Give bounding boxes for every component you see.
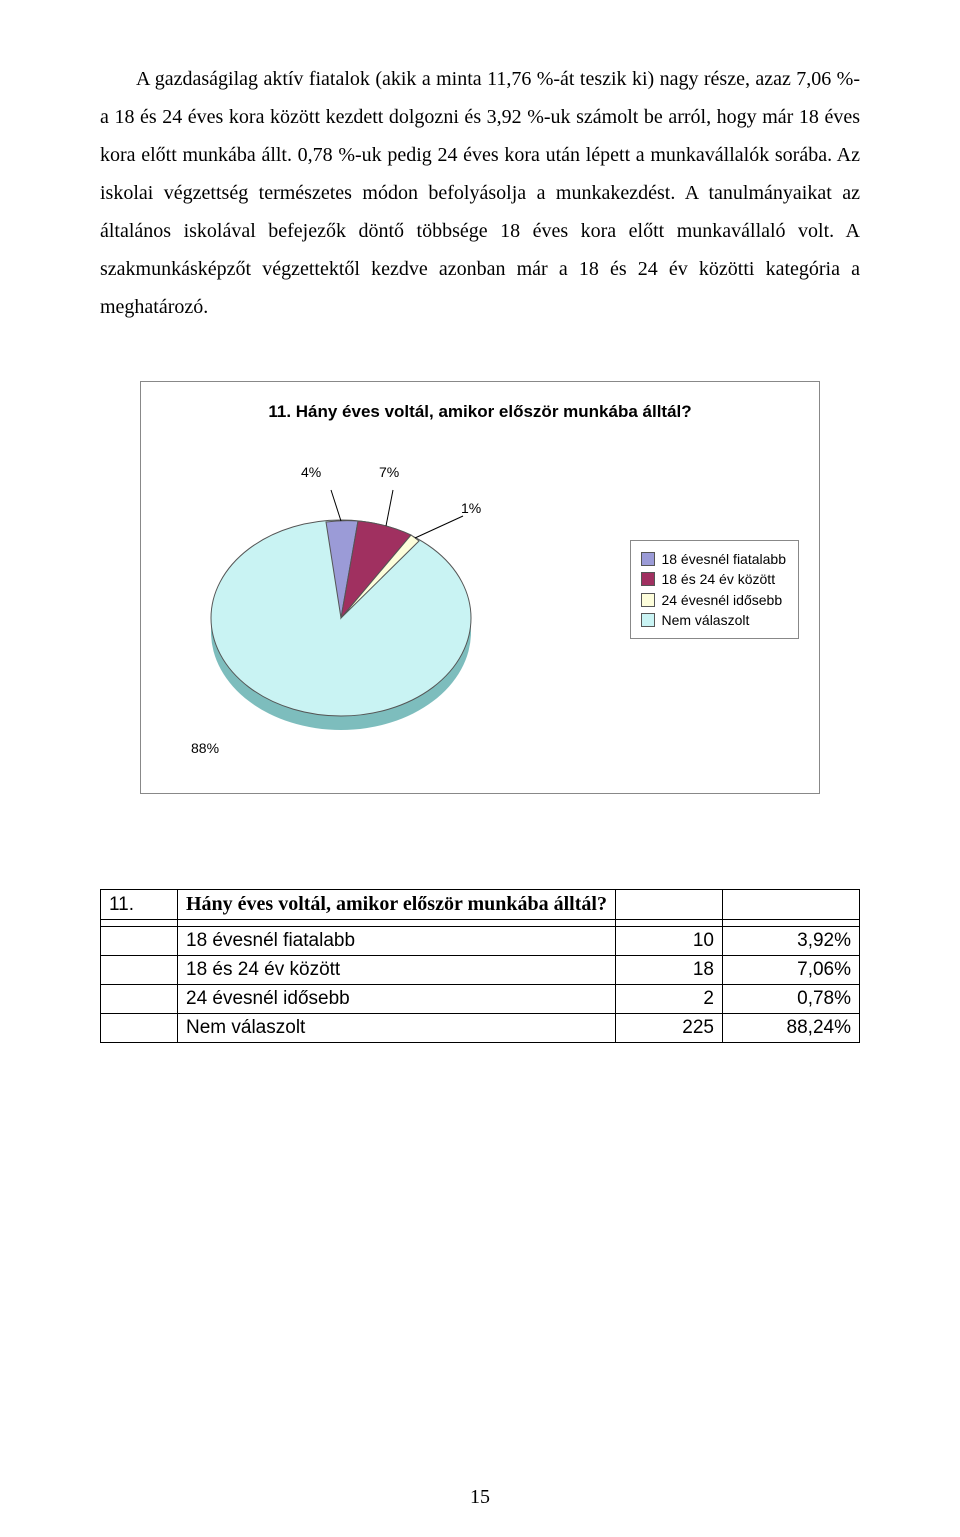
paragraph-text: A gazdaságilag aktív fiatalok (akik a mi… xyxy=(100,60,860,326)
legend-item-0: 18 évesnél fiatalabb xyxy=(641,549,786,569)
legend-label-1: 18 és 24 év között xyxy=(661,569,775,589)
data-table: 11. Hány éves voltál, amikor először mun… xyxy=(100,889,860,1043)
legend-label-0: 18 évesnél fiatalabb xyxy=(661,549,786,569)
chart-container: 11. Hány éves voltál, amikor először mun… xyxy=(140,381,820,794)
legend-label-3: Nem válaszolt xyxy=(661,610,749,630)
table-question-cell: Hány éves voltál, amikor először munkába… xyxy=(178,890,616,920)
row0-pct: 3,92% xyxy=(723,927,860,956)
body-paragraph: A gazdaságilag aktív fiatalok (akik a mi… xyxy=(100,60,860,326)
legend-label-2: 24 évesnél idősebb xyxy=(661,590,782,610)
pie-label-7: 7% xyxy=(379,464,399,480)
pie-label-1: 1% xyxy=(461,500,481,516)
spacer-c xyxy=(616,920,723,927)
legend-item-2: 24 évesnél idősebb xyxy=(641,590,786,610)
pie-wrap: 4% 7% 1% 88% xyxy=(161,450,630,775)
row2-answer: 24 évesnél idősebb xyxy=(178,985,616,1014)
row0-idx xyxy=(101,927,178,956)
row1-pct: 7,06% xyxy=(723,956,860,985)
leader-1 xyxy=(415,516,463,538)
leader-4 xyxy=(331,490,341,521)
table-row: Nem válaszolt 225 88,24% xyxy=(101,1014,860,1043)
row2-idx xyxy=(101,985,178,1014)
chart-area: 4% 7% 1% 88% 18 évesnél fiatalabb 18 és … xyxy=(161,450,799,775)
spacer-d xyxy=(723,920,860,927)
legend-swatch-3 xyxy=(641,613,655,627)
legend-swatch-1 xyxy=(641,572,655,586)
table-row: 18 és 24 év között 18 7,06% xyxy=(101,956,860,985)
chart-title: 11. Hány éves voltál, amikor először mun… xyxy=(161,402,799,422)
row1-answer: 18 és 24 év között xyxy=(178,956,616,985)
pie-label-88: 88% xyxy=(191,740,219,756)
legend-item-1: 18 és 24 év között xyxy=(641,569,786,589)
row1-count: 18 xyxy=(616,956,723,985)
row3-pct: 88,24% xyxy=(723,1014,860,1043)
chart-legend: 18 évesnél fiatalabb 18 és 24 év között … xyxy=(630,540,799,639)
legend-item-3: Nem válaszolt xyxy=(641,610,786,630)
legend-swatch-0 xyxy=(641,552,655,566)
legend-swatch-2 xyxy=(641,593,655,607)
table-index-cell: 11. xyxy=(101,890,178,920)
table-spacer-row xyxy=(101,920,860,927)
row0-count: 10 xyxy=(616,927,723,956)
page-number: 15 xyxy=(100,1486,860,1509)
row1-idx xyxy=(101,956,178,985)
leader-7 xyxy=(386,490,393,526)
spacer-a xyxy=(101,920,178,927)
table-row: 24 évesnél idősebb 2 0,78% xyxy=(101,985,860,1014)
row3-count: 225 xyxy=(616,1014,723,1043)
table-row: 18 évesnél fiatalabb 10 3,92% xyxy=(101,927,860,956)
row2-count: 2 xyxy=(616,985,723,1014)
table-empty-pct xyxy=(723,890,860,920)
row3-idx xyxy=(101,1014,178,1043)
pie-chart-svg xyxy=(161,450,521,770)
row2-pct: 0,78% xyxy=(723,985,860,1014)
table-heading-row: 11. Hány éves voltál, amikor először mun… xyxy=(101,890,860,920)
spacer-b xyxy=(178,920,616,927)
page: A gazdaságilag aktív fiatalok (akik a mi… xyxy=(0,0,960,1537)
table-empty-num xyxy=(616,890,723,920)
row0-answer: 18 évesnél fiatalabb xyxy=(178,927,616,956)
pie-label-4: 4% xyxy=(301,464,321,480)
row3-answer: Nem válaszolt xyxy=(178,1014,616,1043)
